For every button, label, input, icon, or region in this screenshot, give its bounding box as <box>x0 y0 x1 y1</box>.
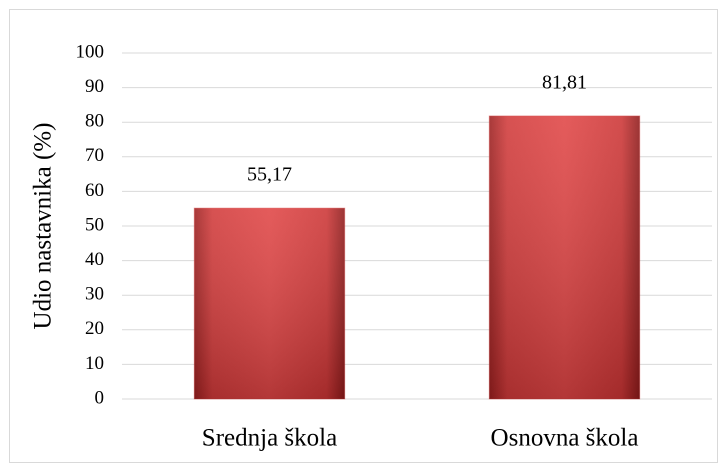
y-tick-label: 70 <box>85 145 104 166</box>
y-tick-label: 40 <box>85 249 104 270</box>
bar <box>193 207 346 400</box>
y-tick-label: 50 <box>85 214 104 235</box>
y-tick-label: 60 <box>85 180 104 201</box>
y-tick-label: 90 <box>85 76 104 97</box>
y-tick-label: 20 <box>85 318 104 339</box>
y-tick-label: 80 <box>85 111 104 132</box>
y-tick-label: 0 <box>95 387 105 408</box>
bar <box>488 115 641 400</box>
y-tick-label: 10 <box>85 353 104 374</box>
x-tick-label: Srednja škola <box>202 425 337 452</box>
x-tick-label: Osnovna škola <box>491 425 639 452</box>
y-tick-label: 30 <box>85 284 104 305</box>
value-label: 55,17 <box>247 164 292 186</box>
y-axis-label: Udio nastavnika (%) <box>30 123 57 330</box>
value-label: 81,81 <box>542 72 587 94</box>
y-tick-label: 100 <box>76 41 105 62</box>
